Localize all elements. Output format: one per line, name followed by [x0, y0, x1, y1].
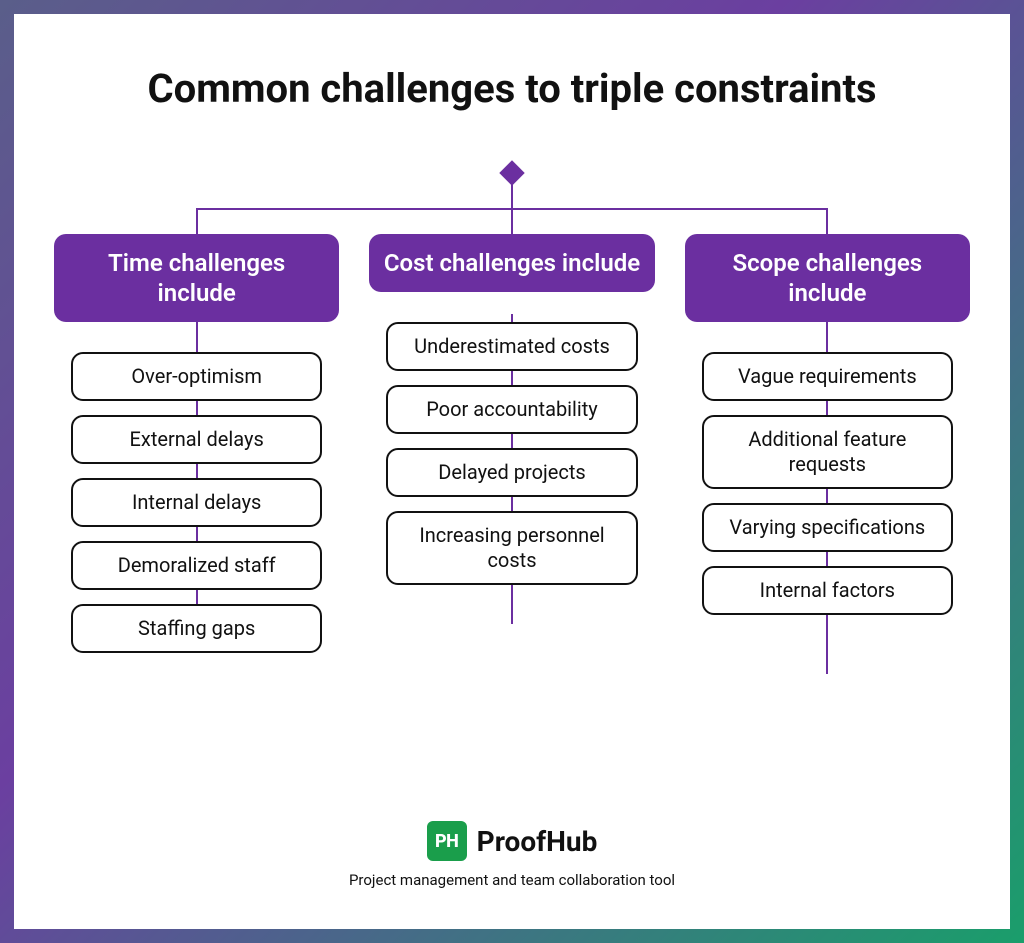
drop-connector-cost	[511, 208, 513, 234]
list-item: Increasing personnel costs	[386, 511, 637, 585]
list-item: Additional feature requests	[702, 415, 953, 489]
category-header-time: Time challenges include	[54, 234, 339, 322]
drop-connector-scope	[826, 208, 828, 234]
page: Common challenges to triple constraints …	[14, 14, 1010, 929]
column-cost: Cost challenges include Underestimated c…	[369, 234, 654, 667]
brand-row: PH ProofHub	[427, 821, 598, 861]
list-item: Internal factors	[702, 566, 953, 615]
brand-name: ProofHub	[477, 825, 598, 858]
category-header-cost: Cost challenges include	[369, 234, 654, 292]
column-scope: Scope challenges include Vague requireme…	[685, 234, 970, 667]
proofhub-logo-icon: PH	[427, 821, 467, 861]
list-item: Poor accountability	[386, 385, 637, 434]
list-item: Over-optimism	[71, 352, 322, 401]
gradient-frame: Common challenges to triple constraints …	[0, 0, 1024, 943]
list-item: Vague requirements	[702, 352, 953, 401]
tree-diagram: Time challenges include Over-optimism Ex…	[54, 164, 970, 724]
category-columns: Time challenges include Over-optimism Ex…	[54, 234, 970, 667]
footer: PH ProofHub Project management and team …	[14, 821, 1010, 889]
list-item: Underestimated costs	[386, 322, 637, 371]
list-item: Demoralized staff	[71, 541, 322, 590]
drop-connector-time	[196, 208, 198, 234]
list-item: Staffing gaps	[71, 604, 322, 653]
list-item: Internal delays	[71, 478, 322, 527]
category-header-scope: Scope challenges include	[685, 234, 970, 322]
column-time: Time challenges include Over-optimism Ex…	[54, 234, 339, 667]
trunk-connector	[511, 178, 513, 208]
list-item: Varying specifications	[702, 503, 953, 552]
list-item: Delayed projects	[386, 448, 637, 497]
tagline: Project management and team collaboratio…	[14, 871, 1010, 889]
page-title: Common challenges to triple constraints	[54, 64, 970, 114]
list-item: External delays	[71, 415, 322, 464]
